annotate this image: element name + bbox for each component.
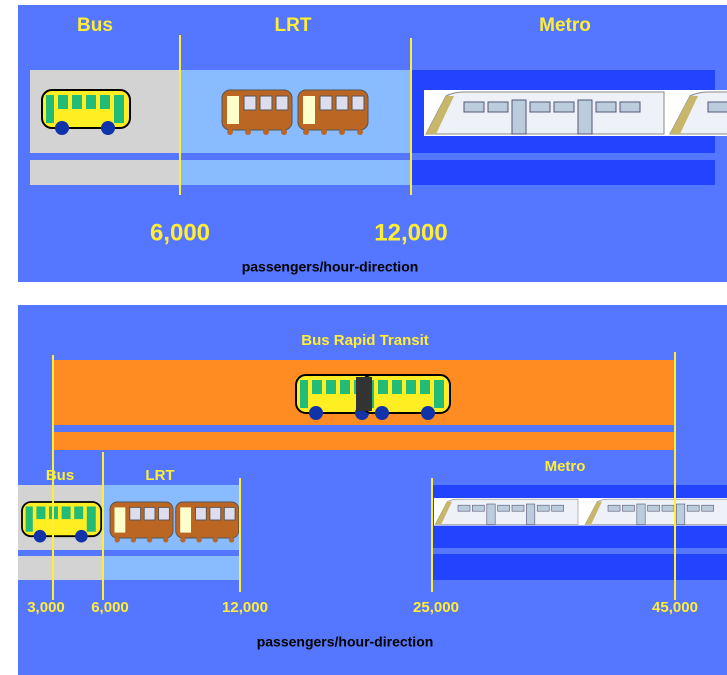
title: Bus Rapid Transit — [301, 332, 429, 349]
tick-label: 12,000 — [222, 599, 268, 616]
metro-icon — [433, 497, 727, 526]
tick-label: 12,000 — [374, 219, 447, 246]
bus-icon — [21, 501, 103, 544]
brt-icon — [295, 374, 451, 421]
lrt-zone — [180, 70, 411, 185]
track — [53, 425, 675, 432]
bus-icon — [41, 89, 131, 136]
mode-label: Metro — [539, 15, 591, 36]
mode-label: Bus — [46, 467, 74, 484]
axis-label: passengers/hour-direction — [242, 259, 419, 275]
tick-label: 45,000 — [652, 599, 698, 616]
tick-label: 3,000 — [27, 599, 65, 616]
metro-icon — [667, 89, 727, 137]
tick-label: 25,000 — [413, 599, 459, 616]
mode-label: Metro — [545, 458, 586, 475]
track — [432, 548, 727, 554]
mode-label: LRT — [275, 15, 312, 36]
mode-label: Bus — [77, 15, 113, 36]
tick-label: 6,000 — [150, 219, 210, 246]
axis-label: passengers/hour-direction — [257, 634, 434, 650]
metro-icon — [423, 89, 675, 137]
lrt-icon — [221, 89, 293, 136]
mode-label: LRT — [145, 467, 174, 484]
track — [18, 550, 240, 556]
track — [30, 153, 715, 160]
lrt-icon — [297, 89, 369, 136]
tick-label: 6,000 — [91, 599, 129, 616]
